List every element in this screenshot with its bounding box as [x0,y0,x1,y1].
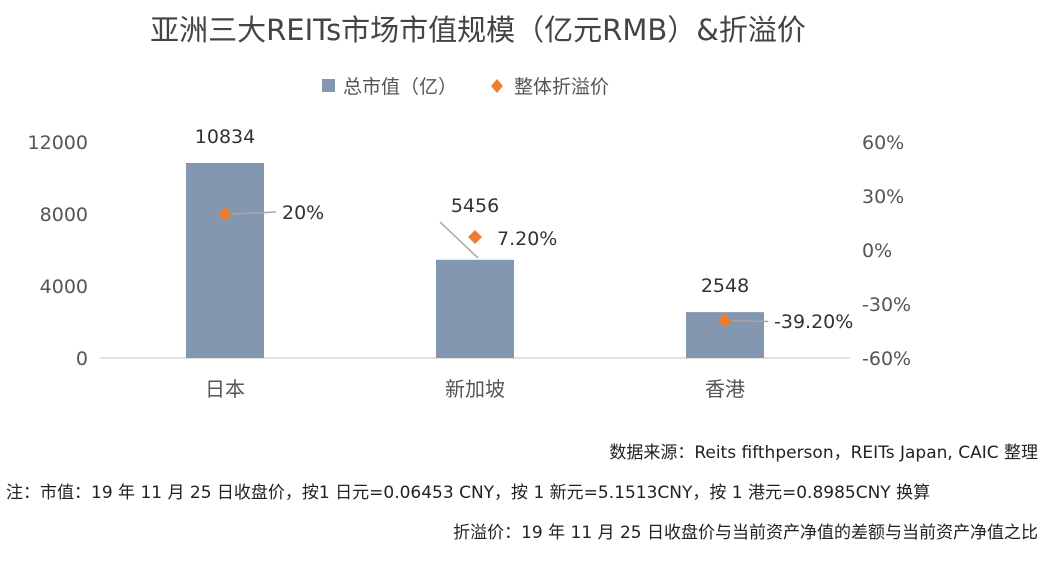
premium-point-香港 [718,313,732,328]
footnote-market-cap: 注：市值：19 年 11 月 25 日收盘价，按1 日元=0.06453 CNY… [6,483,931,503]
legend-swatch-market-cap [322,79,335,92]
premium-value-label: 7.20% [497,228,557,250]
bar-日本 [186,162,264,358]
left-axis: 0 4000 8000 12000 [28,132,88,370]
premium-value-label: -39.20% [774,311,853,333]
right-tick-label: 0% [862,240,892,262]
left-tick-label: 0 [76,348,88,370]
legend: 总市值（亿） 整体折溢价 [322,76,609,98]
bar-value-label: 10834 [195,126,255,148]
left-tick-label: 8000 [40,204,88,226]
category-label: 日本 [205,377,245,401]
premium-point-日本 [218,207,232,221]
right-tick-label: 60% [862,132,904,154]
bar-value-label: 2548 [701,275,749,297]
chart-title: 亚洲三大REITs市场市值规模（亿元RMB）&折溢价 [150,13,806,47]
premium-series: 20% 7.20% -39.20% [218,202,853,333]
legend-label-market-cap: 总市值（亿） [343,76,457,98]
category-label: 香港 [705,377,745,401]
bar-新加坡 [436,259,514,358]
bar-value-label: 5456 [451,195,499,217]
left-tick-label: 4000 [40,276,88,298]
label-leader-lines [230,211,769,323]
right-tick-label: 30% [862,186,904,208]
premium-value-label: 20% [282,202,324,224]
premium-point-新加坡 [468,230,482,245]
category-label: 新加坡 [445,377,505,401]
leader-line [230,211,277,215]
left-tick-label: 12000 [28,132,88,154]
right-tick-label: -30% [862,294,911,316]
legend-swatch-premium [491,79,503,93]
legend-label-premium: 整体折溢价 [514,76,609,98]
right-axis: -60% -30% 0% 30% 60% [862,132,911,370]
leader-line [439,221,479,259]
footnote-premium: 折溢价：19 年 11 月 25 日收盘价与当前资产净值的差额与当前资产净值之比 [453,523,1038,543]
category-labels: 日本 新加坡 香港 [205,377,745,401]
leader-line [730,319,769,323]
source-note: 数据来源：Reits fifthperson，REITs Japan, CAIC… [609,443,1038,463]
right-tick-label: -60% [862,348,911,370]
bar-series: 10834 5456 2548 [186,126,764,358]
chart: 亚洲三大REITs市场市值规模（亿元RMB）&折溢价 总市值（亿） 整体折溢价 0… [28,13,912,401]
